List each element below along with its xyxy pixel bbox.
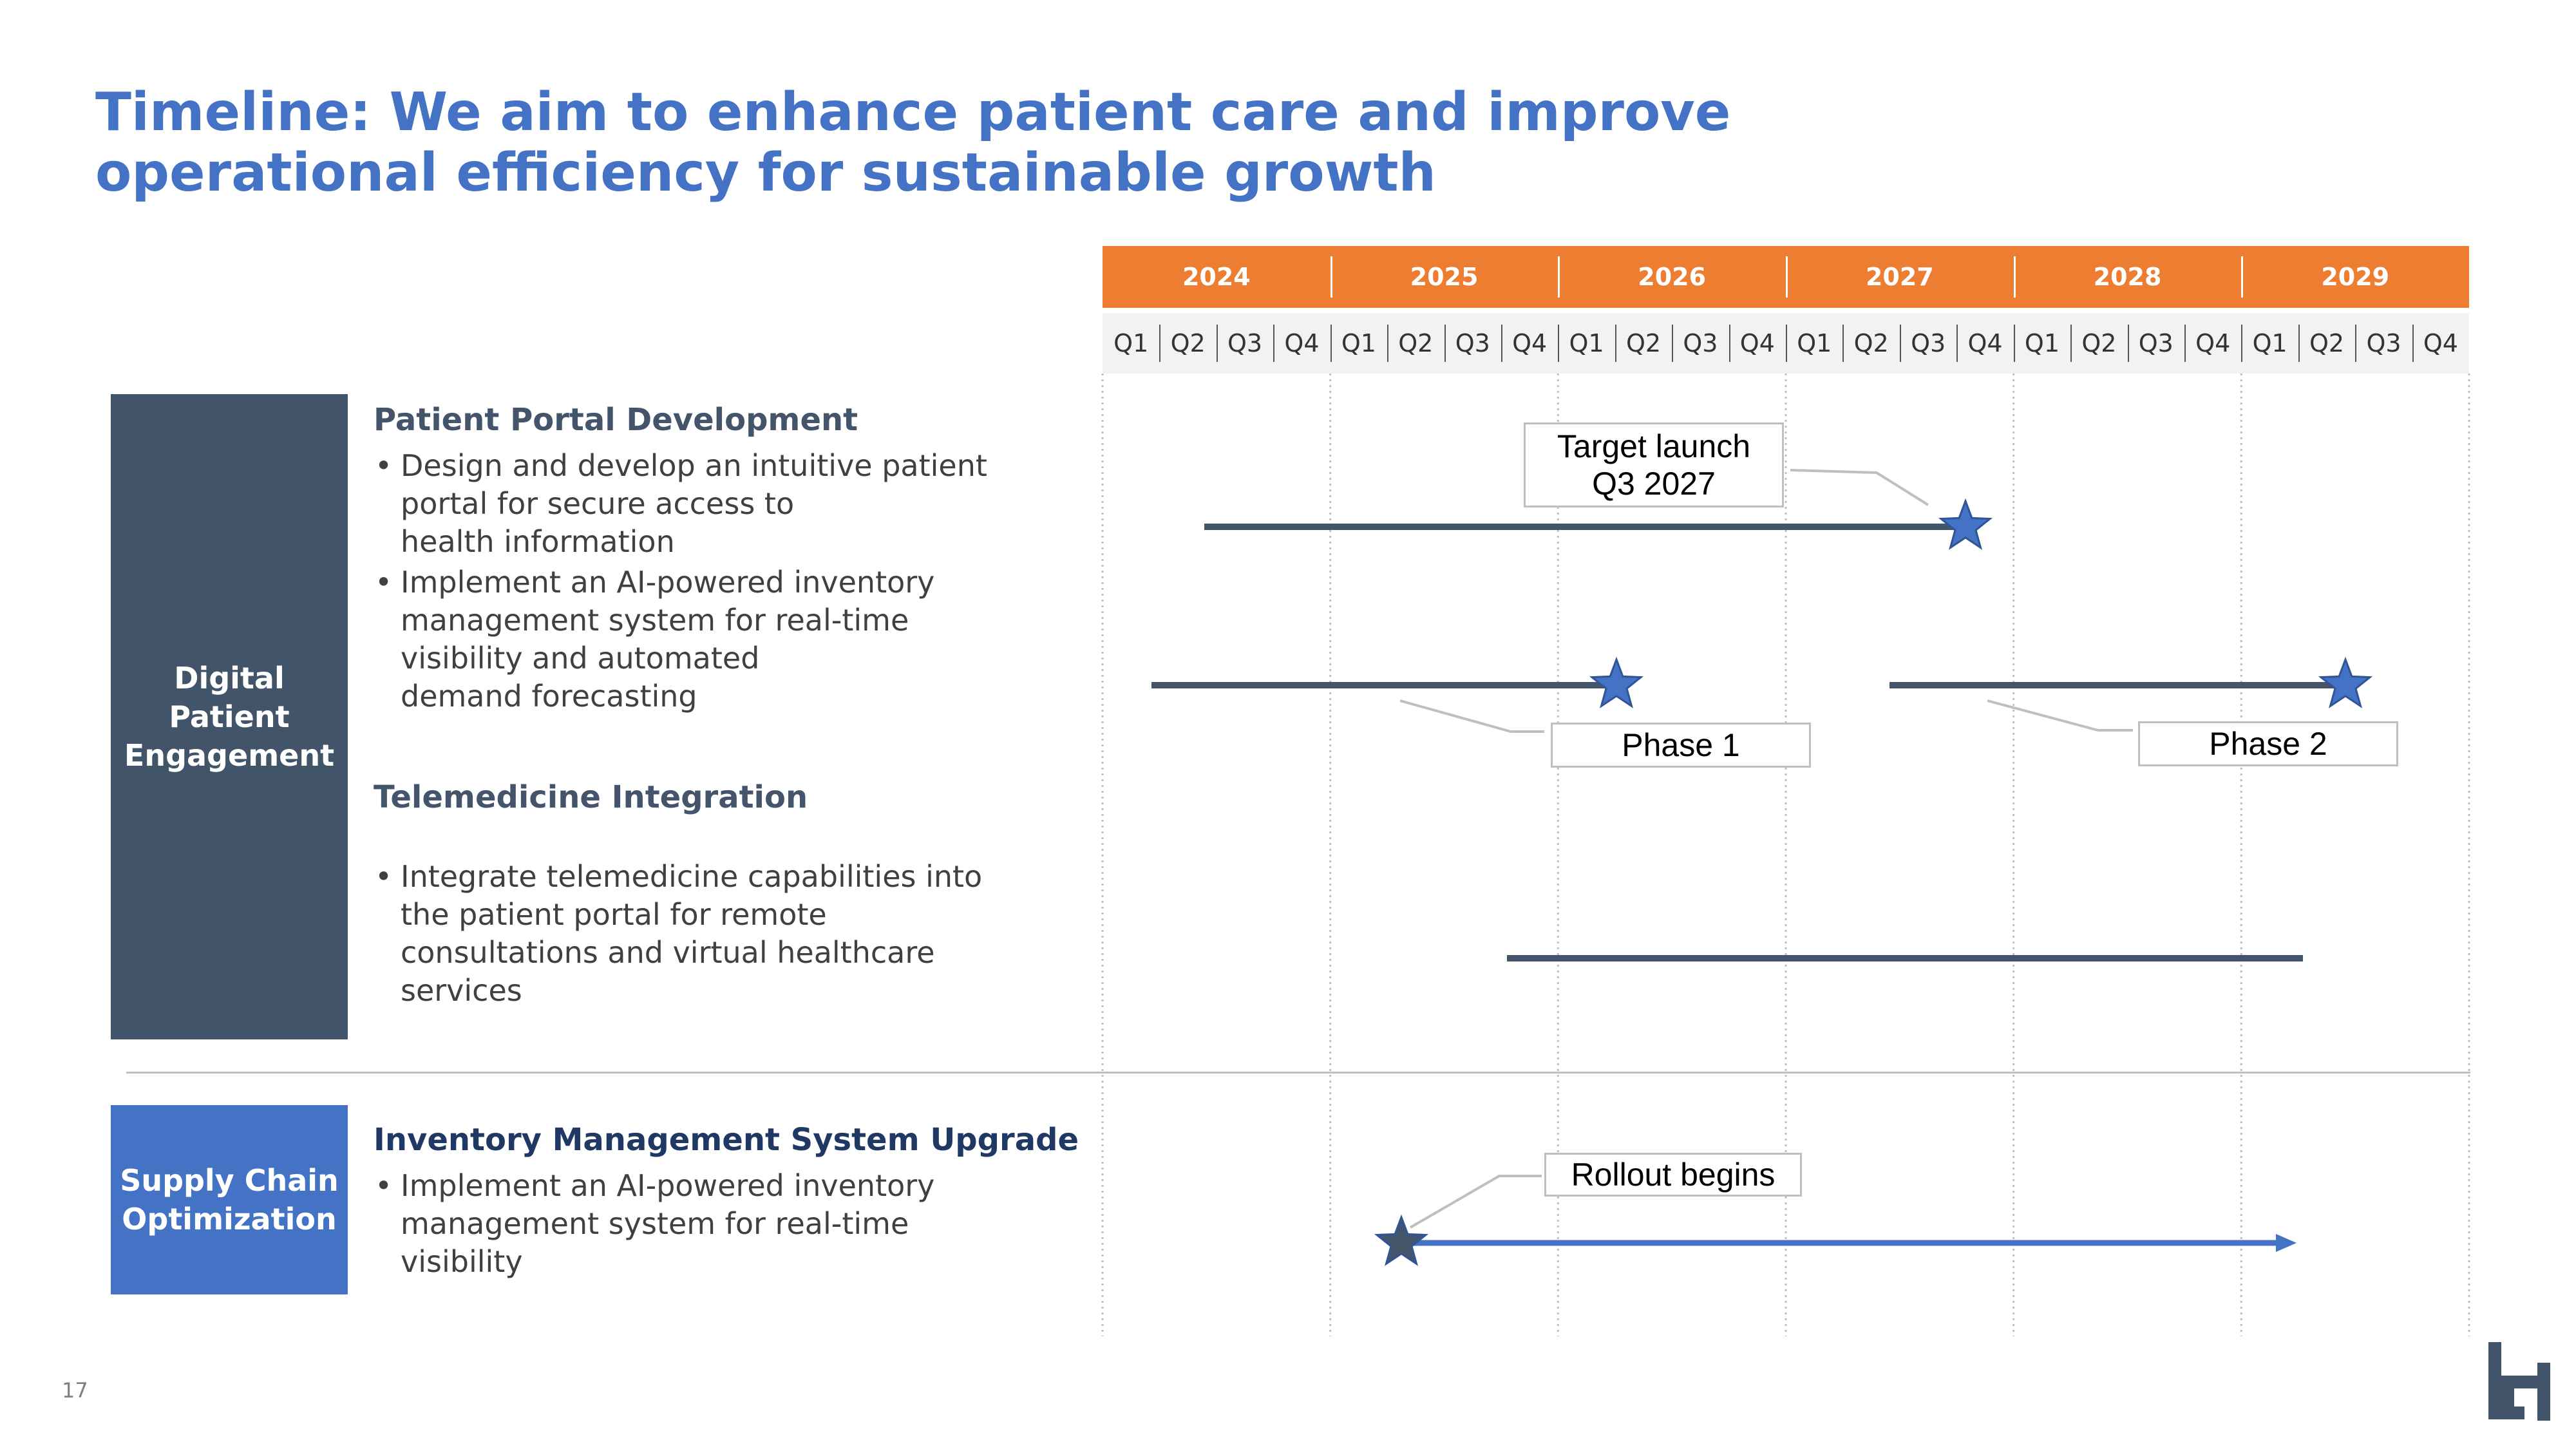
quarter-2024-q1: Q1 (1113, 329, 1149, 357)
section-telemedicine: Telemedicine Integration Integrate telem… (374, 778, 1056, 1010)
bullet-item: Implement an AI-powered inventory manage… (374, 564, 1056, 715)
year-2029: 2029 (2241, 246, 2469, 308)
bullet-line: the patient portal for remote (401, 897, 827, 932)
section-heading: Inventory Management System Upgrade (374, 1122, 1079, 1158)
milestone-star-phase-1-icon (1589, 656, 1644, 708)
row-label-line: Engagement (124, 738, 335, 773)
year-2024: 2024 (1182, 263, 1251, 291)
quarter-2026-q3: Q3 (1672, 313, 1728, 374)
row-label-line: Optimization (122, 1202, 337, 1236)
year-header: 2024 2025 2026 2027 2028 2029 (1103, 246, 2469, 308)
year-2026: 2026 (1558, 246, 1786, 308)
bullet-list: Implement an AI-powered inventory manage… (374, 1167, 1056, 1281)
quarter-2024-q2: Q2 (1159, 313, 1216, 374)
callout-text: Phase 2 (2209, 726, 2327, 762)
bullet-line: services (401, 973, 522, 1008)
quarter-2027-q2: Q2 (1842, 313, 1899, 374)
callout-leader-phase-1 (1399, 699, 1544, 733)
quarter-2028-q1: Q1 (2013, 313, 2070, 374)
milestone-star-rollout-icon (1374, 1214, 1429, 1266)
bullet-line: visibility and automated (401, 641, 760, 676)
bullet-list: Design and develop an intuitive patient … (374, 447, 1056, 715)
callout-phase-1: Phase 1 (1551, 723, 1811, 768)
bullet-line: Implement an AI-powered inventory (401, 1168, 935, 1203)
callout-rollout-begins: Rollout begins (1544, 1153, 1802, 1197)
bullet-line: Design and develop an intuitive patient (401, 448, 987, 483)
bullet-line: demand forecasting (401, 679, 697, 714)
title-line-1: Timeline: We aim to enhance patient care… (95, 82, 1731, 143)
bullet-item: Integrate telemedicine capabilities into… (374, 858, 1056, 1010)
bullet-line: consultations and virtual healthcare (401, 935, 935, 970)
callout-text: Rollout begins (1571, 1157, 1776, 1193)
callout-leader-rollout (1409, 1175, 1542, 1229)
page-number: 17 (62, 1378, 88, 1403)
row-label-line: Digital Patient (169, 661, 290, 734)
bullet-line: Integrate telemedicine capabilities into (401, 859, 983, 894)
callout-leader-phase-2 (1987, 699, 2133, 732)
company-logo-icon (2488, 1342, 2550, 1421)
quarter-2025-q3: Q3 (1444, 313, 1501, 374)
bullet-line: Implement an AI-powered inventory (401, 565, 935, 600)
section-heading: Patient Portal Development (374, 402, 858, 438)
row-label-line: Supply Chain (120, 1163, 339, 1198)
section-patient-portal: Patient Portal Development Design and de… (374, 401, 1056, 715)
bullet-line: health information (401, 524, 675, 559)
bullet-line: management system for real-time (401, 1206, 909, 1241)
quarter-2026-q1: Q1 (1558, 313, 1615, 374)
row-divider (126, 1072, 2470, 1074)
callout-text: Q3 2027 (1592, 466, 1716, 502)
bullet-line: management system for real-time (401, 603, 909, 638)
milestone-star-target-launch-icon (1938, 498, 1993, 550)
year-2027: 2027 (1786, 246, 2014, 308)
quarter-2029-q3: Q3 (2355, 313, 2412, 374)
quarter-2026-q4: Q4 (1728, 313, 1786, 374)
quarter-2027-q1: Q1 (1786, 313, 1842, 374)
section-heading: Telemedicine Integration (374, 779, 808, 815)
quarter-2025-q1: Q1 (1330, 313, 1387, 374)
section-inventory-upgrade: Inventory Management System Upgrade Impl… (374, 1121, 1079, 1281)
callout-phase-2: Phase 2 (2138, 721, 2398, 766)
bullet-line: portal for secure access to (401, 486, 795, 521)
year-2025: 2025 (1330, 246, 1558, 308)
quarter-header: Q1 Q2 Q3 Q4 Q1 Q2 Q3 Q4 Q1 Q2 Q3 Q4 Q1 Q2 Q3 Q4 Q1 Q2 Q3 Q4… (1103, 313, 2469, 374)
quarter-2028-q4: Q4 (2184, 313, 2241, 374)
bullet-line: visibility (401, 1244, 523, 1279)
callout-text: Phase 1 (1622, 727, 1740, 763)
quarter-2027-q3: Q3 (1899, 313, 1956, 374)
quarter-2029-q1: Q1 (2241, 313, 2298, 374)
callout-text: Target launch (1557, 428, 1751, 464)
year-2028: 2028 (2013, 246, 2242, 308)
row-label-supply-chain-optimization: Supply Chain Optimization (111, 1105, 348, 1294)
quarter-2029-q4: Q4 (2412, 313, 2469, 374)
quarter-2028-q3: Q3 (2127, 313, 2184, 374)
quarter-2024-q3: Q3 (1216, 313, 1273, 374)
quarter-2025-q2: Q2 (1387, 313, 1444, 374)
arrowhead-icon (2276, 1234, 2297, 1252)
quarter-2026-q2: Q2 (1615, 313, 1672, 374)
bullet-list: Integrate telemedicine capabilities into… (374, 858, 1056, 1010)
slide-title: Timeline: We aim to enhance patient care… (95, 82, 1731, 204)
quarter-2029-q2: Q2 (2298, 313, 2355, 374)
callout-leader-target-launch (1790, 469, 1929, 506)
row-label-digital-patient-engagement: Digital Patient Engagement (111, 394, 348, 1039)
title-line-2: operational efficiency for sustainable g… (95, 142, 1436, 204)
milestone-star-phase-2-icon (2318, 656, 2373, 708)
quarter-2028-q2: Q2 (2070, 313, 2127, 374)
callout-target-launch: Target launch Q3 2027 (1524, 422, 1784, 507)
bullet-item: Implement an AI-powered inventory manage… (374, 1167, 1056, 1281)
quarter-2024-q4: Q4 (1273, 313, 1330, 374)
quarter-2025-q4: Q4 (1501, 313, 1558, 374)
quarter-2027-q4: Q4 (1956, 313, 2013, 374)
bullet-item: Design and develop an intuitive patient … (374, 447, 1056, 561)
